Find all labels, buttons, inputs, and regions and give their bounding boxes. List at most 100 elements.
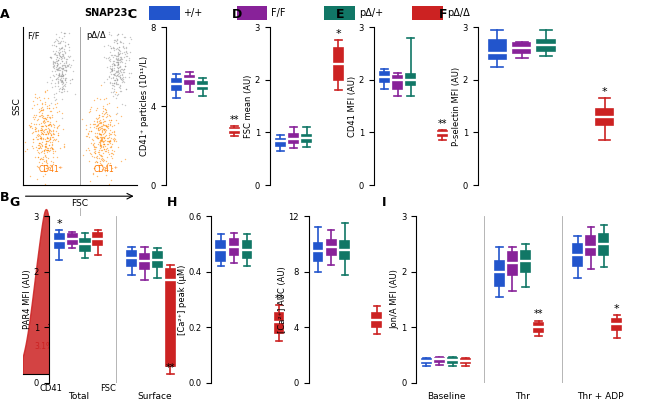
Point (59, 87, 70, 94)
Point (42, 146, 52, 153)
Point (111, 76, 122, 82)
Point (34, 142, 44, 149)
Point (59, 45, 70, 52)
Point (35, 139, 46, 146)
Point (109, 83, 119, 89)
Point (55, 49, 65, 55)
Point (58, 141, 69, 147)
Point (107, 68, 117, 74)
Point (58, 72, 68, 78)
Point (105, 69, 116, 76)
Point (105, 144, 115, 151)
Y-axis label: P-selectin MFI (AU): P-selectin MFI (AU) (452, 67, 462, 146)
Point (95, 126, 105, 132)
Point (113, 119, 124, 126)
Point (102, 76, 112, 83)
Point (109, 52, 120, 59)
Point (103, 138, 113, 144)
Point (112, 59, 122, 65)
Point (64, 77, 75, 84)
Point (111, 111, 121, 118)
Point (120, 62, 131, 69)
Point (95, 119, 105, 126)
Point (104, 139, 114, 146)
Point (46, 108, 56, 115)
Point (56, 73, 66, 79)
Point (56, 53, 66, 60)
Point (44, 145, 55, 151)
Point (109, 45, 120, 51)
Point (50, 100, 60, 107)
Point (114, 73, 124, 79)
Point (96, 119, 107, 126)
Point (102, 64, 112, 70)
Text: **: ** (229, 115, 239, 125)
Point (112, 91, 122, 98)
Point (53, 56, 63, 63)
Point (44, 121, 55, 127)
Point (109, 65, 119, 72)
Point (98, 137, 108, 144)
Point (116, 70, 127, 77)
Point (55, 39, 66, 46)
Point (113, 46, 124, 53)
Bar (438, 131, 447, 136)
Point (55, 52, 65, 59)
Point (109, 136, 119, 142)
Point (30, 114, 40, 121)
Point (107, 93, 118, 99)
Point (55, 67, 66, 74)
Point (88, 165, 99, 171)
Point (91, 125, 101, 132)
Point (36, 141, 46, 148)
Point (38, 135, 48, 142)
Point (98, 118, 109, 124)
Point (104, 122, 114, 129)
Point (94, 151, 105, 158)
Point (106, 32, 116, 38)
Point (111, 72, 122, 78)
Point (37, 130, 47, 137)
Point (111, 77, 122, 84)
Point (114, 74, 125, 80)
Bar (243, 241, 252, 258)
Point (49, 136, 60, 143)
Point (94, 120, 104, 127)
Point (57, 45, 67, 51)
Point (104, 54, 114, 60)
Bar (372, 313, 381, 327)
Point (46, 114, 56, 121)
Point (118, 68, 128, 75)
Point (58, 72, 68, 79)
Point (108, 74, 118, 80)
Point (99, 140, 109, 147)
Point (112, 72, 123, 78)
Point (92, 118, 103, 125)
Point (54, 51, 64, 58)
Point (38, 117, 48, 124)
Point (27, 135, 38, 142)
Point (35, 156, 46, 162)
Point (52, 154, 62, 161)
Point (36, 135, 46, 142)
Point (92, 121, 103, 127)
Point (44, 147, 55, 154)
Point (51, 95, 61, 102)
Point (108, 151, 118, 158)
Point (115, 83, 125, 90)
Point (44, 127, 55, 134)
Point (49, 121, 59, 128)
Point (48, 150, 58, 156)
Point (52, 124, 62, 131)
Point (50, 97, 60, 104)
Point (41, 144, 51, 151)
Point (57, 71, 67, 78)
Point (36, 119, 46, 126)
Point (46, 67, 57, 74)
Point (116, 158, 126, 165)
Point (31, 134, 41, 140)
Point (44, 147, 54, 154)
Point (37, 114, 47, 121)
Point (58, 52, 68, 59)
Point (120, 63, 130, 69)
